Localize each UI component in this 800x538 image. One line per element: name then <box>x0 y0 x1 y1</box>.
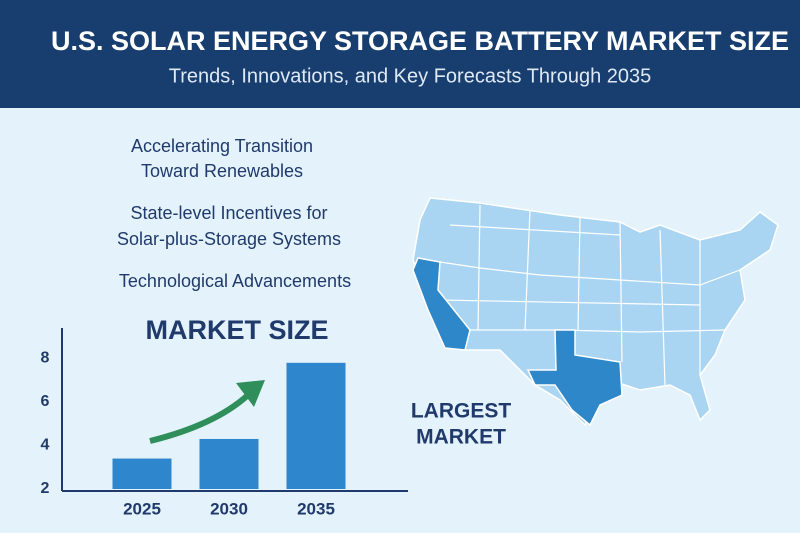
header-band <box>0 0 800 108</box>
x-tick-label: 2035 <box>297 499 335 518</box>
bar <box>112 458 172 489</box>
bullet-text: Solar-plus-Storage Systems <box>117 229 341 249</box>
y-tick-label: 8 <box>41 350 50 367</box>
bar-chart: 2035 2030 2025 8 6 4 2 <box>41 328 408 518</box>
y-tick-label: 6 <box>41 393 50 410</box>
bullet-text: Technological Advancements <box>119 271 351 291</box>
title: U.S. SOLAR ENERGY STORAGE BATTERY MARKET… <box>51 26 789 56</box>
bullet-text: State-level Incentives for <box>130 203 327 223</box>
x-tick-label: 2030 <box>210 499 248 518</box>
map-label: MARKET <box>416 426 506 449</box>
bar <box>286 362 346 489</box>
state-borders <box>439 204 741 386</box>
subtitle: Trends, Innovations, and Key Forecasts T… <box>169 65 652 87</box>
y-tick-label: 4 <box>41 437 50 454</box>
x-tick-label: 2025 <box>123 499 161 518</box>
y-tick-label: 2 <box>41 480 50 497</box>
texas <box>526 329 623 427</box>
bullet-text: Accelerating Transition <box>131 136 313 156</box>
us-outline <box>412 197 779 427</box>
california <box>412 257 471 351</box>
bullet-text: Toward Renewables <box>141 161 303 181</box>
growth-arrow-head <box>236 380 265 407</box>
chart-title: MARKET SIZE <box>145 315 328 345</box>
bar <box>199 438 259 489</box>
map-label: LARGEST <box>411 400 512 423</box>
us-map <box>412 197 779 427</box>
growth-arrow <box>149 392 251 444</box>
